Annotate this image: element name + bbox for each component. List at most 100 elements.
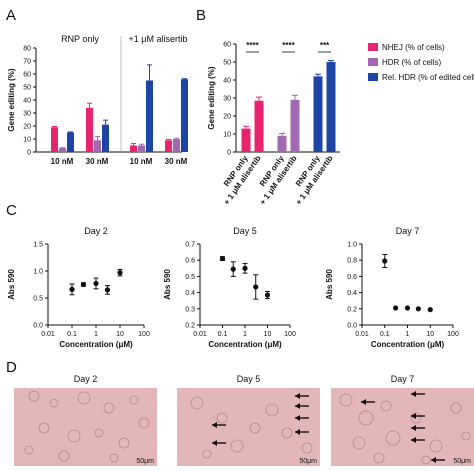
legend-item: Rel. HDR (% of edited cells) bbox=[382, 73, 474, 82]
bar bbox=[290, 99, 300, 152]
cell bbox=[281, 427, 293, 439]
chart-c-day5: Day 5 0.2 0.3 0.4 0.5 0.6 0.7 0.01 0.1 1 10 100Conc… bbox=[163, 226, 296, 349]
cell bbox=[94, 428, 104, 438]
cell bbox=[49, 398, 59, 408]
cell bbox=[109, 453, 119, 463]
cell bbox=[301, 442, 313, 454]
data-point bbox=[93, 280, 99, 287]
cell bbox=[58, 450, 70, 462]
bar bbox=[165, 140, 172, 152]
arrow-head bbox=[411, 391, 416, 397]
y-axis-label: Abs 590 bbox=[7, 269, 16, 300]
y-tick-label: 10 bbox=[223, 132, 231, 139]
cell bbox=[249, 422, 261, 434]
x-tick-label: 30 nM bbox=[165, 157, 188, 166]
x-tick-label: 0.01 bbox=[193, 331, 207, 338]
significance-label: **** bbox=[282, 41, 295, 50]
arrow-head bbox=[295, 429, 300, 435]
y-tick-label: 70 bbox=[23, 59, 31, 66]
cell bbox=[28, 390, 40, 402]
y-tick-label: 60 bbox=[223, 42, 231, 49]
significance-label: *** bbox=[320, 41, 330, 50]
bar bbox=[241, 128, 251, 152]
bar bbox=[313, 76, 323, 152]
y-tick-label: 1.0 bbox=[33, 269, 43, 276]
x-tick-label: 0.01 bbox=[355, 331, 369, 338]
legend-item: HDR (% of cells) bbox=[382, 58, 441, 67]
x-tick-label: 1 bbox=[243, 331, 247, 338]
x-axis-label: Concentration (μM) bbox=[371, 340, 445, 349]
bar bbox=[173, 139, 180, 152]
data-point bbox=[69, 286, 75, 292]
y-tick-label: 30 bbox=[23, 111, 31, 118]
y-tick-label: 0.3 bbox=[185, 306, 195, 313]
cell bbox=[380, 400, 392, 412]
data-point bbox=[427, 307, 433, 313]
chart-title: Day 2 bbox=[84, 226, 108, 236]
x-axis-label: Concentration (μM) bbox=[59, 340, 133, 349]
y-axis-label: Abs 590 bbox=[163, 269, 172, 300]
panel-label-c: C bbox=[6, 202, 17, 219]
y-tick-label: 30 bbox=[223, 96, 231, 103]
y-tick-label: 0.2 bbox=[347, 306, 357, 313]
data-point bbox=[393, 305, 399, 311]
x-axis-label: Concentration (μM) bbox=[208, 340, 282, 349]
y-tick-label: 0.7 bbox=[185, 242, 195, 249]
y-tick-label: 40 bbox=[23, 98, 31, 105]
micrograph-image bbox=[177, 388, 320, 466]
x-tick-label: 1 bbox=[94, 331, 98, 338]
data-point bbox=[415, 306, 421, 312]
cell bbox=[429, 439, 443, 453]
cell bbox=[230, 439, 244, 453]
arrow-head bbox=[212, 422, 217, 428]
bar bbox=[67, 132, 74, 152]
bar bbox=[51, 127, 58, 152]
x-tick-label: 100 bbox=[284, 331, 296, 338]
y-tick-label: 1.5 bbox=[33, 242, 43, 249]
micrograph-title: Day 2 bbox=[74, 374, 98, 384]
panel-label-d: D bbox=[6, 359, 17, 376]
cell bbox=[67, 429, 81, 443]
cell bbox=[24, 445, 34, 455]
bar bbox=[59, 148, 66, 152]
data-point bbox=[80, 281, 87, 288]
y-tick-label: 0 bbox=[227, 150, 231, 157]
y-tick-label: 0.6 bbox=[185, 258, 195, 265]
y-tick-label: 50 bbox=[23, 85, 31, 92]
x-tick-label: 30 nM bbox=[86, 157, 109, 166]
cell bbox=[103, 402, 115, 414]
bar bbox=[181, 79, 188, 152]
x-tick-label: 1 bbox=[406, 331, 410, 338]
arrow-head bbox=[411, 413, 416, 419]
x-tick-label: 10 nM bbox=[130, 157, 153, 166]
arrow-head bbox=[411, 437, 416, 443]
bar bbox=[102, 124, 109, 152]
scale-bar-label: 50μm bbox=[453, 458, 471, 465]
cell bbox=[421, 455, 431, 465]
cell bbox=[190, 396, 204, 410]
bar bbox=[138, 145, 145, 152]
arrow-head bbox=[411, 425, 416, 431]
arrow-head bbox=[295, 415, 300, 421]
y-tick-label: 0.2 bbox=[185, 323, 195, 330]
x-tick-label: 0.1 bbox=[380, 331, 390, 338]
y-tick-label: 0.0 bbox=[347, 323, 357, 330]
y-tick-label: 0.4 bbox=[347, 290, 357, 297]
bar bbox=[277, 135, 287, 152]
cell bbox=[352, 436, 366, 450]
bar bbox=[94, 140, 101, 152]
data-point bbox=[219, 255, 226, 262]
y-tick-label: 0.6 bbox=[347, 274, 357, 281]
micrographs: Day 2 50μm Day 5 50μm Day 7 50μm bbox=[14, 374, 474, 466]
x-tick-label: 100 bbox=[447, 331, 459, 338]
cell bbox=[358, 410, 374, 426]
y-axis-label: Gene editing (%) bbox=[7, 68, 16, 131]
data-point bbox=[117, 270, 123, 276]
bar bbox=[146, 80, 153, 152]
arrow-head bbox=[361, 399, 366, 405]
cell bbox=[450, 402, 462, 414]
y-tick-label: 0 bbox=[27, 150, 31, 157]
cell bbox=[373, 452, 385, 464]
y-tick-label: 0.4 bbox=[185, 290, 195, 297]
legend-swatch bbox=[368, 58, 378, 66]
